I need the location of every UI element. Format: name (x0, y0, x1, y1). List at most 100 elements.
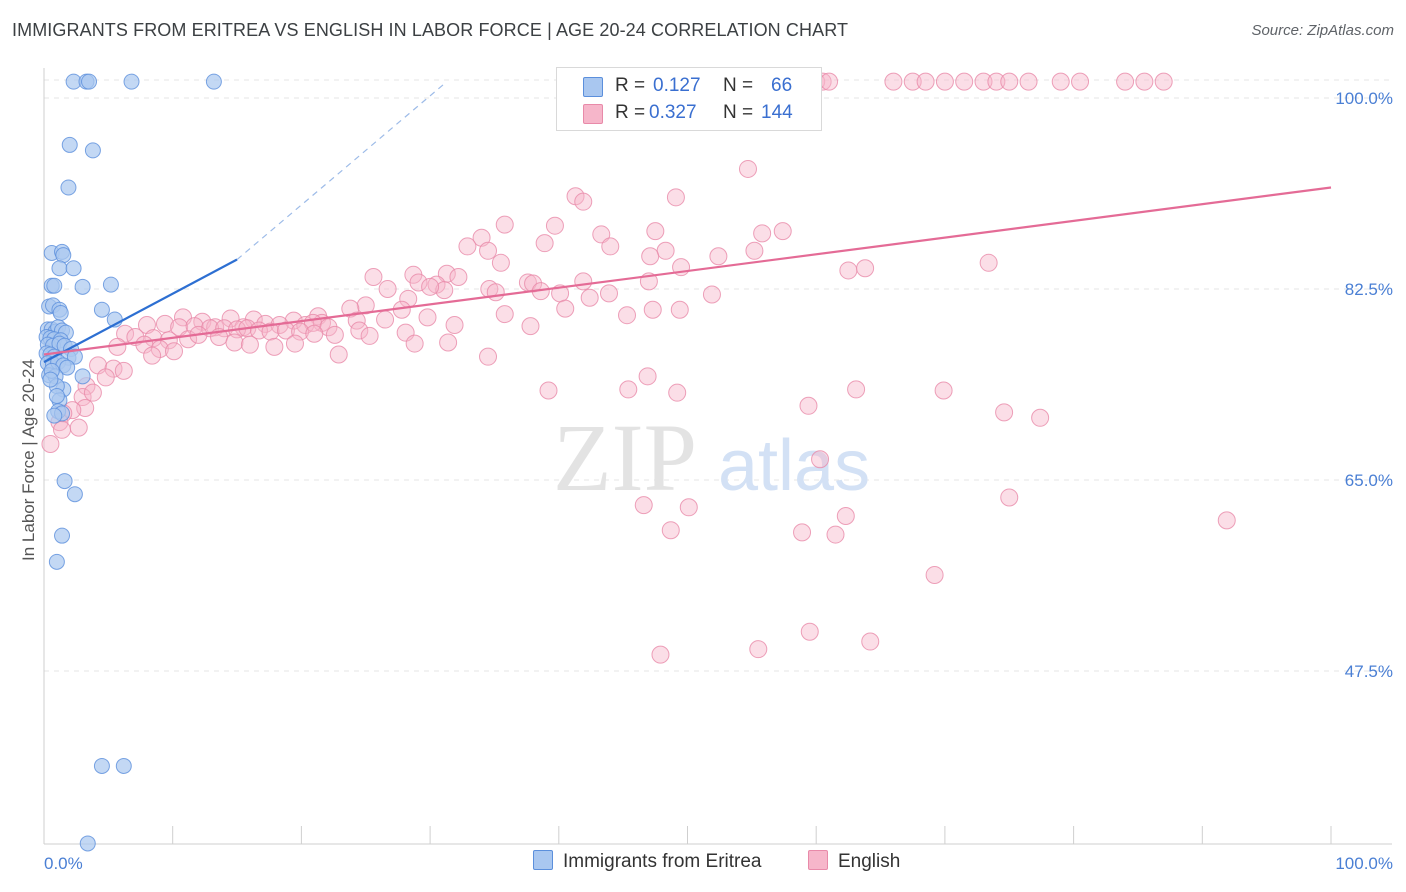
n-label: N = (723, 75, 754, 96)
points-english-point-147 (53, 420, 72, 439)
tick-labels: 100.0% 82.5% 65.0% 47.5% 0.0% 100.0% (44, 89, 1393, 873)
points-english-point-79 (643, 300, 662, 319)
points-english-point-165 (811, 450, 830, 469)
x-tick-label-max: 100.0% (1335, 854, 1393, 873)
points-english-point-152 (619, 380, 638, 399)
points-english-point-154 (668, 383, 687, 402)
english-legend-label: English (838, 851, 901, 872)
english-trend-line (43, 186, 1332, 356)
points-eritrea-point-12 (65, 260, 82, 277)
points-english-point-167 (1000, 488, 1019, 507)
eritrea-legend-label: Immigrants from Eritrea (563, 851, 762, 872)
n-label: N = (723, 102, 754, 123)
points-english-point-168 (1217, 511, 1236, 530)
n-value-english: 144 (761, 102, 793, 123)
points-english-point-133 (329, 345, 348, 364)
points-english-point-49 (839, 261, 858, 280)
watermark: ZIP atlas (553, 404, 870, 511)
points-english-point-29 (666, 188, 685, 207)
points-eritrea-point-6 (84, 142, 101, 159)
points-english-point-69 (599, 284, 618, 303)
points-eritrea-point-42 (66, 348, 83, 365)
points-english-point-15 (903, 72, 922, 91)
watermark-zip: ZIP (553, 404, 697, 511)
points-english-point-62 (378, 280, 397, 298)
points-english-point-161 (661, 521, 680, 540)
points-english-point-35 (773, 222, 792, 241)
points-english-point-39 (479, 241, 498, 260)
points-english-point-83 (376, 310, 395, 329)
points-english-point-25 (1116, 72, 1135, 91)
x-tick-label-min: 0.0% (44, 854, 83, 873)
points-english-point-139 (114, 361, 133, 380)
points-english-point-38 (458, 237, 477, 256)
points-eritrea-point-15 (74, 278, 91, 295)
points-english-point-33 (545, 216, 564, 235)
y-tick-label-1: 82.5% (1345, 280, 1393, 299)
points-english-point-153 (638, 367, 657, 386)
points-english-point-102 (170, 318, 189, 337)
points-english-point-157 (995, 403, 1014, 422)
points-eritrea-point-20 (52, 305, 69, 322)
points-english-point-27 (1154, 72, 1173, 91)
points-english-point-84 (418, 308, 437, 327)
points-english-point-17 (935, 72, 954, 91)
points-english-point-13 (820, 72, 839, 91)
points-english-point-173 (651, 645, 670, 664)
points-english-point-164 (826, 525, 845, 544)
english-legend-swatch (808, 850, 828, 870)
points-english-point-172 (749, 640, 768, 659)
points-english-point-78 (618, 306, 637, 325)
points-eritrea-point-47 (59, 359, 76, 376)
points-english-point-126 (265, 337, 284, 356)
points-english-point-151 (539, 381, 558, 400)
points-english-point-37 (472, 228, 491, 247)
eritrea-trend-line (43, 258, 238, 364)
points-english-point-57 (449, 267, 468, 286)
points-english-point-40 (535, 234, 554, 253)
points-english-point-148 (41, 434, 60, 453)
points-english-point-44 (753, 224, 772, 243)
points-english-point-71 (580, 288, 599, 307)
trend-lines (43, 84, 1332, 364)
correlation-legend: R = 0.127 N = 66 R = 0.327 N = 144 (556, 67, 822, 131)
points-eritrea-point-59 (48, 553, 65, 570)
points-english-point-28 (738, 159, 757, 178)
gridlines (44, 79, 1391, 672)
points-eritrea-point-56 (56, 473, 73, 490)
points-eritrea-point-60 (93, 757, 110, 774)
points-english-point-72 (356, 296, 375, 315)
points-english-point-76 (495, 305, 514, 324)
bottom-legend-eritrea: Immigrants from Eritrea (533, 850, 761, 873)
points-english-point-171 (861, 632, 880, 651)
y-tick-label-0: 100.0% (1335, 89, 1393, 108)
points-english-point-48 (979, 253, 998, 272)
points-english-point-135 (479, 347, 498, 366)
points-english-point-16 (916, 72, 935, 91)
points-english-point-24 (1071, 72, 1090, 91)
points-eritrea-point-11 (51, 260, 68, 277)
points-english-point-26 (1135, 72, 1154, 91)
points-english-point-80 (670, 300, 689, 319)
points-english-point-114 (350, 321, 369, 340)
points-english-point-14 (884, 72, 903, 91)
points-english-point-158 (1031, 408, 1050, 427)
points-english-point-34 (592, 225, 611, 244)
points-english-point-20 (987, 72, 1006, 91)
points-english-point-45 (641, 247, 660, 266)
points-eritrea-point-16 (102, 276, 119, 293)
points-english-point-170 (800, 622, 819, 641)
points-english-point-21 (1000, 72, 1019, 91)
source-credit: Source: ZipAtlas.com (1251, 22, 1394, 39)
points-english-point-32 (495, 215, 514, 234)
points-english-point-113 (325, 325, 344, 344)
points-eritrea-point-57 (66, 486, 83, 503)
points-eritrea-point-14 (46, 277, 63, 294)
points-english-point-127 (285, 334, 304, 353)
points-english-point-86 (521, 317, 540, 336)
points-eritrea-point-61 (115, 757, 132, 774)
points-eritrea-point-63 (46, 407, 63, 424)
points-eritrea-point-21 (93, 301, 110, 318)
points-english-point-19 (974, 72, 993, 91)
